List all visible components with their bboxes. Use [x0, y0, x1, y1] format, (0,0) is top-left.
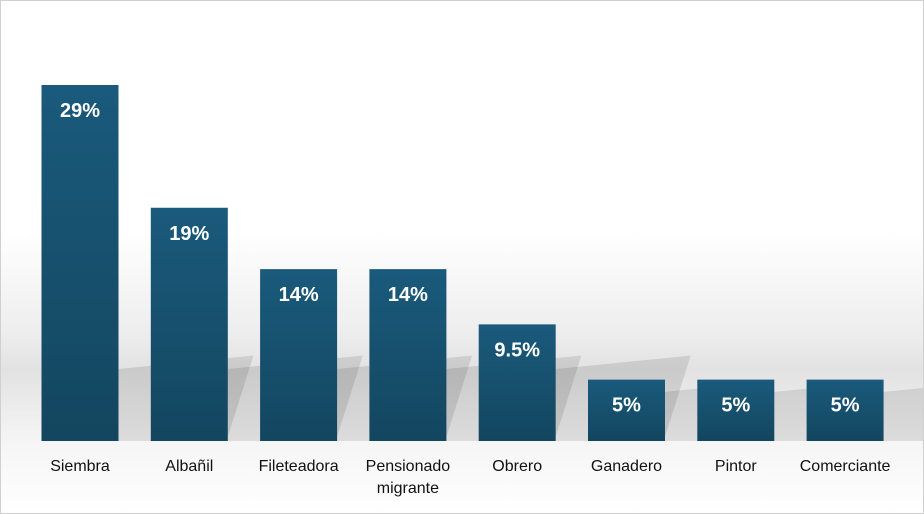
data-label: 19% — [169, 223, 209, 245]
data-label: 14% — [279, 284, 319, 306]
x-tick-label: Pintor — [715, 458, 757, 475]
data-label: 5% — [831, 395, 860, 417]
x-tick-label: Obrero — [492, 458, 542, 475]
x-tick-label: migrante — [377, 480, 439, 497]
data-label: 29% — [60, 100, 100, 122]
x-tick-label: Pensionado — [366, 458, 451, 475]
bar-shadow — [883, 387, 923, 441]
x-tick-label: Fileteadora — [259, 458, 339, 475]
data-label: 5% — [612, 395, 641, 417]
bar — [41, 85, 119, 441]
category-labels: Siembra Albañil Fileteadora Pensionado migra… — [50, 458, 890, 497]
bar — [478, 324, 556, 441]
bar — [369, 269, 447, 441]
bar — [588, 379, 665, 441]
bars — [41, 85, 884, 441]
value-labels: 29% 19% 14% 14% 9.5% 5% 5% 5% — [60, 100, 860, 417]
data-label: 9.5% — [494, 339, 540, 361]
x-tick-label: Ganadero — [591, 458, 662, 475]
bar — [260, 269, 338, 441]
x-tick-label: Albañil — [165, 458, 213, 475]
x-tick-label: Comerciante — [800, 458, 891, 475]
bar — [806, 379, 884, 441]
data-label: 14% — [388, 284, 428, 306]
x-tick-label: Siembra — [50, 458, 110, 475]
bar — [697, 379, 775, 441]
bar — [150, 207, 228, 441]
data-label: 5% — [721, 395, 750, 417]
